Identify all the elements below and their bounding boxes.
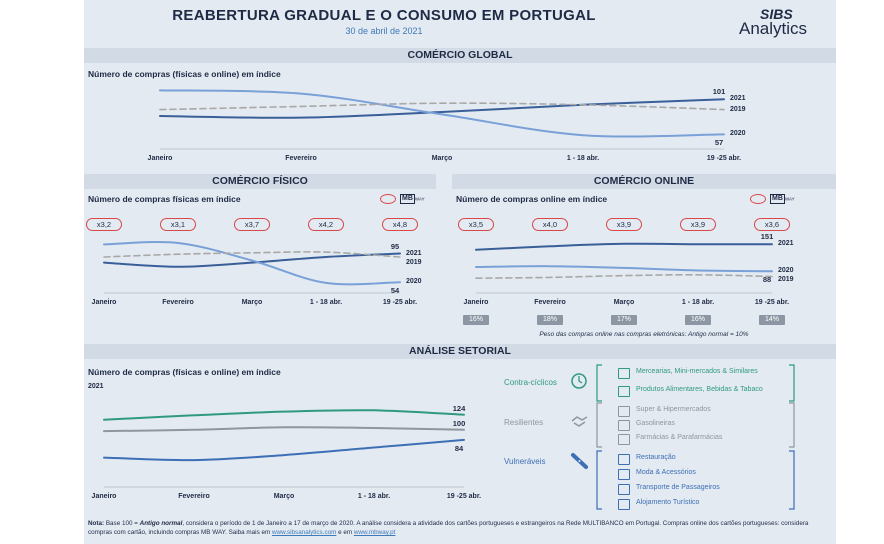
legend-resil-bracket [596, 402, 795, 448]
infographic-page: REABERTURA GRADUAL E O CONSUMO EM PORTUG… [84, 0, 836, 544]
mb-logo: MB [770, 194, 785, 204]
legend-vuln-label: Vulneráveis [504, 457, 546, 466]
online-weights-caption: Peso das compras online nas compras elet… [539, 331, 749, 338]
clock-icon [571, 373, 587, 389]
note-and: e em [336, 529, 354, 536]
fashion-icon [618, 469, 630, 480]
section-global-banner: COMÉRCIO GLOBAL [84, 48, 836, 63]
mbway-legend-fisico: MB WAY [380, 194, 425, 204]
note-prefix: Nota: [88, 520, 105, 527]
legend-item: Restauração [636, 454, 676, 461]
food-basket-icon [618, 386, 630, 397]
section-online-banner: COMÉRCIO ONLINE [452, 174, 836, 189]
link-sibsanalytics[interactable]: www.sibsanalytics.com [271, 529, 337, 536]
link-mbway[interactable]: www.mbway.pt [353, 529, 396, 536]
note-text1: Base 100 = [104, 520, 140, 527]
legend-item: Alojamento Turístico [636, 499, 700, 506]
section-setorial-banner: ANÁLISE SETORIAL [84, 344, 836, 359]
note-text2: , considera o período de 1 de Janeiro a … [88, 520, 809, 536]
fuel-pump-icon [618, 420, 630, 431]
mb-logo: MB [400, 194, 415, 204]
page-date: 30 de abril de 2021 [345, 26, 423, 36]
legend-item: Super & Hipermercados [636, 406, 711, 413]
chart-fisico-title: Número de compras físicas em índice [88, 194, 241, 204]
badge-oval-icon [750, 194, 766, 204]
badge-oval-icon [380, 194, 396, 204]
legend-item: Produtos Alimentares, Bebidas & Tabaco [636, 386, 763, 393]
footnote: Nota: Base 100 = Antigo normal, consider… [88, 519, 832, 537]
pharmacy-icon [618, 434, 630, 445]
legend-contra-label: Contra-cíclicos [504, 378, 557, 387]
hotel-icon [618, 499, 630, 510]
way-logo: WAY [414, 196, 425, 202]
section-fisico-banner: COMÉRCIO FÍSICO [84, 174, 436, 189]
page-title: REABERTURA GRADUAL E O CONSUMO EM PORTUG… [172, 7, 596, 24]
bandage-icon [571, 453, 588, 469]
legend-item: Mercearias, Mini-mercados & Similares [636, 368, 758, 375]
handshake-icon [571, 416, 588, 427]
chart-setorial-title: Número de compras (físicas e online) em … [88, 367, 281, 377]
sibs-logo: SIBS [760, 6, 793, 22]
way-logo: WAY [784, 196, 795, 202]
analytics-logo: Analytics [739, 19, 808, 38]
legend-vuln-bracket [596, 450, 795, 510]
note-antigo: Antigo normal [139, 520, 183, 527]
transport-icon [618, 484, 630, 495]
legend-contra-bracket [596, 364, 795, 402]
chart-global-title: Número de compras (físicas e online) em … [88, 69, 281, 79]
legend-item: Gasolineiras [636, 420, 675, 427]
legend-item: Transporte de Passageiros [636, 484, 720, 491]
legend-item: Farmácias & Parafarmácias [636, 434, 723, 441]
shopping-cart-icon [618, 406, 630, 417]
setorial-legend: Contra-cíclicos Mercearias, Mini-mercado… [84, 0, 836, 544]
mbway-legend-online: MB WAY [750, 194, 795, 204]
grocery-store-icon [618, 368, 630, 379]
chart-online-title: Número de compras online em índice [456, 194, 608, 204]
legend-item: Moda & Acessórios [636, 469, 696, 476]
legend-resil-label: Resilientes [504, 418, 544, 427]
restaurant-icon [618, 454, 630, 465]
chart-setorial-year: 2021 [88, 383, 104, 390]
